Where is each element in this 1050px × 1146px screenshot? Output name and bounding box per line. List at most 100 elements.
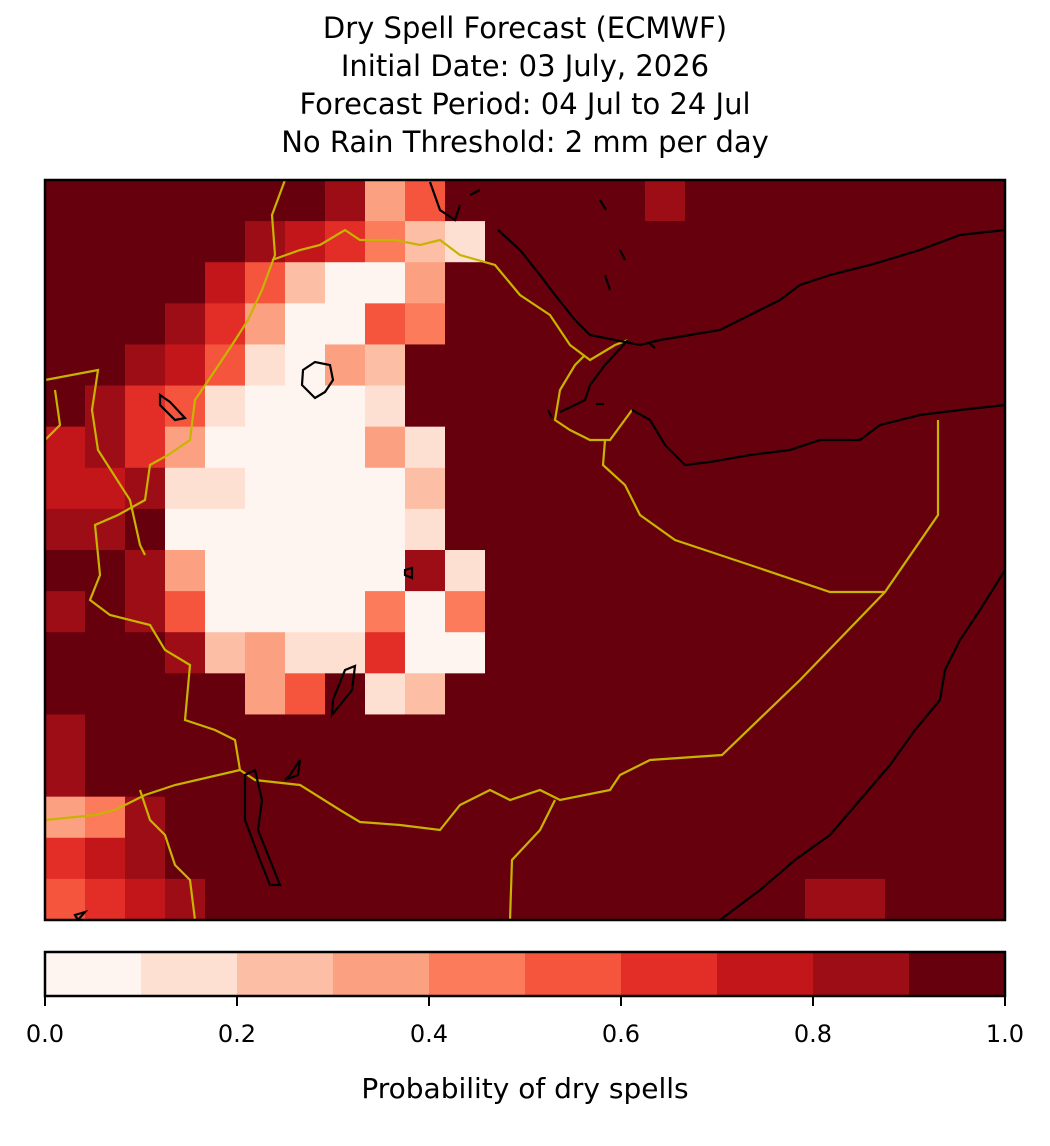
grid-cell [565, 673, 606, 716]
grid-cell [645, 755, 686, 798]
grid-cell [525, 180, 566, 222]
grid-cell [925, 426, 966, 469]
border-lines [45, 180, 940, 920]
title-line: Initial Date: 03 July, 2026 [341, 49, 709, 83]
grid-cell [245, 673, 286, 716]
grid-cell [205, 591, 246, 633]
grid-cell [845, 508, 886, 551]
grid-cell [565, 303, 606, 346]
grid-cell [445, 426, 486, 469]
grid-cell [765, 878, 806, 921]
grid-cell [605, 550, 646, 592]
grid-cell [485, 714, 526, 757]
tick-label: 0.8 [794, 1020, 832, 1048]
grid-cell [445, 344, 486, 387]
grid-cell [45, 837, 86, 880]
grid-cell [405, 673, 446, 716]
grid-cell [125, 344, 166, 387]
grid-cell [205, 467, 246, 510]
grid-cell [365, 221, 406, 263]
grid-cell [365, 878, 406, 921]
colorbar-segment [717, 952, 814, 996]
grid-cell [925, 550, 966, 592]
grid-cell [565, 714, 606, 757]
grid-cell [645, 426, 686, 469]
grid-cell [365, 714, 406, 757]
grid-cell [445, 180, 486, 222]
grid-cell [565, 221, 606, 263]
grid-cell [885, 508, 926, 551]
grid-cell [565, 878, 606, 921]
grid-cell [525, 632, 566, 674]
grid-cell [245, 550, 286, 592]
grid-cell [725, 508, 766, 551]
grid-cell [885, 878, 926, 921]
grid-cells [45, 180, 1006, 921]
grid-cell [405, 426, 446, 469]
grid-cell [845, 180, 886, 222]
grid-cell [965, 426, 1006, 469]
grid-cell [685, 632, 726, 674]
grid-cell [365, 755, 406, 798]
grid-cell [565, 344, 606, 387]
grid-cell [205, 221, 246, 263]
grid-cell [805, 262, 846, 304]
tick-label: 1.0 [986, 1020, 1024, 1048]
grid-cell [85, 180, 126, 222]
grid-cell [965, 467, 1006, 510]
grid-cell [645, 673, 686, 716]
grid-cell [885, 426, 926, 469]
grid-cell [45, 180, 86, 222]
grid-cell [605, 632, 646, 674]
grid-cell [925, 262, 966, 304]
grid-cell [605, 837, 646, 880]
grid-cell [525, 591, 566, 633]
grid-cell [685, 591, 726, 633]
grid-cell [525, 714, 566, 757]
grid-cell [805, 714, 846, 757]
grid-cell [245, 303, 286, 346]
grid-cell [445, 837, 486, 880]
grid-cell [565, 426, 606, 469]
geography [45, 180, 1005, 920]
grid-cell [165, 344, 206, 387]
grid-cell [925, 344, 966, 387]
grid-cell [845, 714, 886, 757]
grid-cell [725, 180, 766, 222]
grid-cell [965, 550, 1006, 592]
grid-cell [285, 344, 326, 387]
grid-cell [605, 878, 646, 921]
grid-cell [845, 796, 886, 839]
grid-cell [645, 467, 686, 510]
grid-cell [365, 262, 406, 304]
grid-cell [245, 180, 286, 222]
grid-cell [245, 344, 286, 387]
grid-cell [965, 714, 1006, 757]
grid-cell [605, 467, 646, 510]
grid-cell [645, 344, 686, 387]
grid-cell [885, 344, 926, 387]
grid-cell [405, 591, 446, 633]
colorbar-segment [237, 952, 334, 996]
grid-cell [45, 755, 86, 798]
grid-cell [445, 796, 486, 839]
grid-cell [485, 591, 526, 633]
grid-cell [285, 878, 326, 921]
grid-cell [965, 796, 1006, 839]
grid-cell [565, 796, 606, 839]
grid-cell [645, 550, 686, 592]
grid-cell [85, 385, 126, 428]
colorbar-segment [813, 952, 910, 996]
grid-cell [965, 303, 1006, 346]
grid-cell [805, 180, 846, 222]
grid-cell [805, 796, 846, 839]
grid-cell [765, 467, 806, 510]
grid-cell [925, 385, 966, 428]
grid-cell [325, 508, 366, 551]
grid-cell [205, 796, 246, 839]
grid-cell [485, 221, 526, 263]
grid-cell [405, 837, 446, 880]
grid-cell [365, 508, 406, 551]
grid-cell [725, 344, 766, 387]
grid-cell [685, 550, 726, 592]
